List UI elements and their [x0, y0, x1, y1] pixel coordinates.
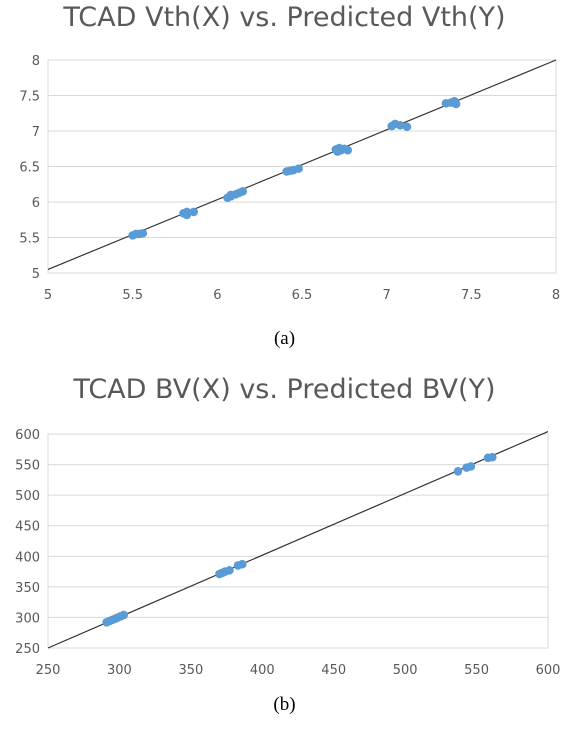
x-tick-label: 8: [552, 288, 560, 303]
data-point: [451, 99, 461, 109]
y-tick-label: 8: [32, 54, 40, 69]
x-tick-label: 7: [383, 288, 391, 303]
x-tick-label: 6.5: [292, 288, 313, 303]
chart-title-a: TCAD Vth(X) vs. Predicted Vth(Y): [63, 2, 506, 33]
chart-panel-a: TCAD Vth(X) vs. Predicted Vth(Y) 5 5.5 6 6.…: [0, 0, 569, 360]
y-tick-label: 400: [15, 550, 40, 565]
y-tick-label: 550: [15, 459, 40, 474]
chart-title-b: TCAD BV(X) vs. Predicted BV(Y): [73, 374, 496, 405]
data-point: [453, 466, 463, 476]
y-tick-label: 250: [15, 642, 40, 657]
data-point: [294, 164, 303, 173]
x-tick-label: 5.5: [122, 288, 143, 303]
y-tick-label: 7.5: [19, 90, 40, 105]
x-tick-label: 350: [178, 663, 203, 678]
data-point: [238, 187, 248, 196]
plot-area: [47, 59, 557, 274]
data-point: [395, 121, 405, 130]
y-tick-label: 500: [15, 489, 40, 504]
data-point: [487, 452, 497, 462]
x-tick-label: 500: [393, 663, 418, 678]
x-tick-label: 550: [464, 663, 489, 678]
data-point: [466, 462, 476, 471]
data-point: [343, 145, 353, 155]
data-point: [237, 559, 247, 569]
caption-a: (a): [273, 328, 296, 349]
x-tick-label: 6: [213, 288, 221, 303]
caption-b: (b): [273, 694, 296, 715]
scatter-chart-b: 250 300 350 400 450 500 550 600 250 300 350 400 450 5…: [15, 428, 561, 678]
y-tick-label: 350: [15, 581, 40, 596]
y-tick-label: 6.5: [19, 161, 40, 176]
scatter-chart-a: 5 5.5 6 6.5 7 7.5 8 5 5.5 6 6.5 7 7.5 8: [19, 54, 560, 303]
y-tick-label: 7: [32, 125, 40, 140]
trend-line: [47, 59, 557, 271]
data-point: [189, 207, 198, 217]
data-point: [402, 122, 412, 132]
x-tick-label: 7.5: [461, 288, 482, 303]
x-tick-label: 5: [44, 288, 52, 303]
x-tick-label: 300: [107, 663, 132, 678]
x-tick-label: 250: [36, 663, 61, 678]
y-tick-label: 300: [15, 611, 40, 626]
y-tick-label: 450: [15, 520, 40, 535]
plot-area: [47, 433, 549, 649]
data-point: [138, 228, 148, 238]
y-tick-label: 5: [32, 267, 40, 282]
y-tick-label: 6: [32, 196, 40, 211]
y-tick-label: 5.5: [19, 232, 40, 247]
y-tick-label: 600: [15, 428, 40, 443]
data-point: [225, 566, 234, 575]
x-tick-label: 600: [536, 663, 561, 678]
x-tick-label: 400: [250, 663, 275, 678]
x-tick-label: 450: [321, 663, 346, 678]
chart-panel-b: TCAD BV(X) vs. Predicted BV(Y) 250 300 350…: [0, 362, 569, 722]
data-point: [119, 610, 129, 620]
data-point: [182, 210, 192, 220]
